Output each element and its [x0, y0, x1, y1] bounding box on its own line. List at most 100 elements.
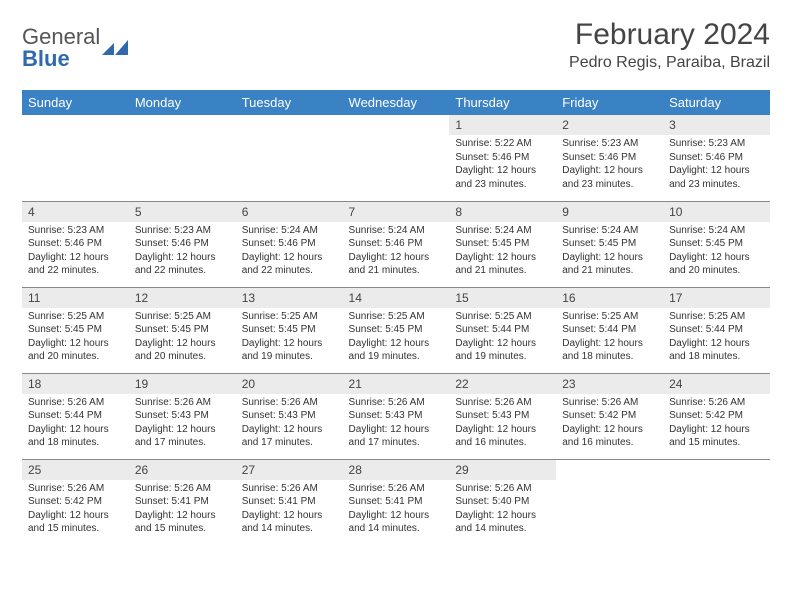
- sunset-line: Sunset: 5:43 PM: [242, 409, 337, 423]
- sunrise-line: Sunrise: 5:23 AM: [28, 224, 123, 238]
- daylight-line: Daylight: 12 hours and 20 minutes.: [135, 337, 230, 364]
- day-content: Sunrise: 5:22 AMSunset: 5:46 PMDaylight:…: [449, 135, 556, 195]
- location-subtitle: Pedro Regis, Paraiba, Brazil: [569, 54, 770, 72]
- sunrise-line: Sunrise: 5:26 AM: [562, 396, 657, 410]
- calendar-cell: [343, 115, 450, 201]
- sunset-line: Sunset: 5:45 PM: [455, 237, 550, 251]
- day-number: 17: [663, 288, 770, 308]
- sunset-line: Sunset: 5:43 PM: [455, 409, 550, 423]
- day-number: 11: [22, 288, 129, 308]
- daylight-line: Daylight: 12 hours and 18 minutes.: [28, 423, 123, 450]
- sunset-line: Sunset: 5:41 PM: [135, 495, 230, 509]
- calendar-cell: [663, 459, 770, 545]
- sunset-line: Sunset: 5:46 PM: [28, 237, 123, 251]
- calendar-cell: 18Sunrise: 5:26 AMSunset: 5:44 PMDayligh…: [22, 373, 129, 459]
- calendar-cell: 21Sunrise: 5:26 AMSunset: 5:43 PMDayligh…: [343, 373, 450, 459]
- sunrise-line: Sunrise: 5:26 AM: [455, 482, 550, 496]
- sunrise-line: Sunrise: 5:24 AM: [562, 224, 657, 238]
- day-content: Sunrise: 5:24 AMSunset: 5:45 PMDaylight:…: [663, 222, 770, 282]
- daylight-line: Daylight: 12 hours and 17 minutes.: [135, 423, 230, 450]
- sunset-line: Sunset: 5:42 PM: [562, 409, 657, 423]
- calendar-body: 1Sunrise: 5:22 AMSunset: 5:46 PMDaylight…: [22, 115, 770, 545]
- sunset-line: Sunset: 5:42 PM: [28, 495, 123, 509]
- calendar-cell: 23Sunrise: 5:26 AMSunset: 5:42 PMDayligh…: [556, 373, 663, 459]
- day-content: Sunrise: 5:26 AMSunset: 5:41 PMDaylight:…: [236, 480, 343, 540]
- sunset-line: Sunset: 5:44 PM: [669, 323, 764, 337]
- day-content: Sunrise: 5:26 AMSunset: 5:41 PMDaylight:…: [129, 480, 236, 540]
- sunrise-line: Sunrise: 5:26 AM: [135, 396, 230, 410]
- sunset-line: Sunset: 5:41 PM: [242, 495, 337, 509]
- day-content: Sunrise: 5:24 AMSunset: 5:46 PMDaylight:…: [236, 222, 343, 282]
- day-content: Sunrise: 5:25 AMSunset: 5:45 PMDaylight:…: [236, 308, 343, 368]
- sunset-line: Sunset: 5:44 PM: [455, 323, 550, 337]
- daylight-line: Daylight: 12 hours and 20 minutes.: [28, 337, 123, 364]
- calendar-cell: 5Sunrise: 5:23 AMSunset: 5:46 PMDaylight…: [129, 201, 236, 287]
- sunrise-line: Sunrise: 5:23 AM: [562, 137, 657, 151]
- day-number: 19: [129, 374, 236, 394]
- sunrise-line: Sunrise: 5:26 AM: [28, 482, 123, 496]
- sunset-line: Sunset: 5:41 PM: [349, 495, 444, 509]
- sunrise-line: Sunrise: 5:26 AM: [349, 482, 444, 496]
- sunset-line: Sunset: 5:45 PM: [562, 237, 657, 251]
- day-number: 6: [236, 202, 343, 222]
- calendar-row: 18Sunrise: 5:26 AMSunset: 5:44 PMDayligh…: [22, 373, 770, 459]
- day-number: 14: [343, 288, 450, 308]
- sunrise-line: Sunrise: 5:25 AM: [28, 310, 123, 324]
- sunrise-line: Sunrise: 5:26 AM: [28, 396, 123, 410]
- calendar-cell: [22, 115, 129, 201]
- day-number: 24: [663, 374, 770, 394]
- sunset-line: Sunset: 5:40 PM: [455, 495, 550, 509]
- daylight-line: Daylight: 12 hours and 14 minutes.: [455, 509, 550, 536]
- sunrise-line: Sunrise: 5:22 AM: [455, 137, 550, 151]
- calendar-cell: 15Sunrise: 5:25 AMSunset: 5:44 PMDayligh…: [449, 287, 556, 373]
- calendar-cell: 28Sunrise: 5:26 AMSunset: 5:41 PMDayligh…: [343, 459, 450, 545]
- daylight-line: Daylight: 12 hours and 14 minutes.: [349, 509, 444, 536]
- calendar-row: 4Sunrise: 5:23 AMSunset: 5:46 PMDaylight…: [22, 201, 770, 287]
- calendar-cell: 7Sunrise: 5:24 AMSunset: 5:46 PMDaylight…: [343, 201, 450, 287]
- calendar-cell: 2Sunrise: 5:23 AMSunset: 5:46 PMDaylight…: [556, 115, 663, 201]
- daylight-line: Daylight: 12 hours and 18 minutes.: [669, 337, 764, 364]
- day-content: Sunrise: 5:26 AMSunset: 5:42 PMDaylight:…: [22, 480, 129, 540]
- calendar-cell: 13Sunrise: 5:25 AMSunset: 5:45 PMDayligh…: [236, 287, 343, 373]
- calendar-cell: 8Sunrise: 5:24 AMSunset: 5:45 PMDaylight…: [449, 201, 556, 287]
- calendar-cell: 9Sunrise: 5:24 AMSunset: 5:45 PMDaylight…: [556, 201, 663, 287]
- calendar-cell: 24Sunrise: 5:26 AMSunset: 5:42 PMDayligh…: [663, 373, 770, 459]
- sunrise-line: Sunrise: 5:26 AM: [242, 482, 337, 496]
- sunrise-line: Sunrise: 5:25 AM: [349, 310, 444, 324]
- weekday-header: Saturday: [663, 90, 770, 115]
- logo: General Blue: [22, 18, 128, 70]
- day-content: Sunrise: 5:23 AMSunset: 5:46 PMDaylight:…: [663, 135, 770, 195]
- day-number: 18: [22, 374, 129, 394]
- weekday-header: Wednesday: [343, 90, 450, 115]
- day-number: 20: [236, 374, 343, 394]
- day-number: 22: [449, 374, 556, 394]
- sunset-line: Sunset: 5:46 PM: [455, 151, 550, 165]
- day-content: Sunrise: 5:26 AMSunset: 5:42 PMDaylight:…: [663, 394, 770, 454]
- sunset-line: Sunset: 5:42 PM: [669, 409, 764, 423]
- calendar-cell: [236, 115, 343, 201]
- calendar-cell: 11Sunrise: 5:25 AMSunset: 5:45 PMDayligh…: [22, 287, 129, 373]
- sunset-line: Sunset: 5:46 PM: [669, 151, 764, 165]
- day-content: Sunrise: 5:26 AMSunset: 5:44 PMDaylight:…: [22, 394, 129, 454]
- calendar-cell: [129, 115, 236, 201]
- sunset-line: Sunset: 5:46 PM: [242, 237, 337, 251]
- weekday-header-row: Sunday Monday Tuesday Wednesday Thursday…: [22, 90, 770, 115]
- weekday-header: Tuesday: [236, 90, 343, 115]
- calendar-cell: 25Sunrise: 5:26 AMSunset: 5:42 PMDayligh…: [22, 459, 129, 545]
- sunset-line: Sunset: 5:45 PM: [135, 323, 230, 337]
- daylight-line: Daylight: 12 hours and 19 minutes.: [349, 337, 444, 364]
- day-content: Sunrise: 5:24 AMSunset: 5:46 PMDaylight:…: [343, 222, 450, 282]
- day-number: 21: [343, 374, 450, 394]
- daylight-line: Daylight: 12 hours and 17 minutes.: [242, 423, 337, 450]
- sunset-line: Sunset: 5:46 PM: [562, 151, 657, 165]
- weekday-header: Sunday: [22, 90, 129, 115]
- calendar-cell: 4Sunrise: 5:23 AMSunset: 5:46 PMDaylight…: [22, 201, 129, 287]
- day-number: 16: [556, 288, 663, 308]
- calendar-cell: 6Sunrise: 5:24 AMSunset: 5:46 PMDaylight…: [236, 201, 343, 287]
- day-content: Sunrise: 5:25 AMSunset: 5:45 PMDaylight:…: [22, 308, 129, 368]
- weekday-header: Monday: [129, 90, 236, 115]
- day-content: Sunrise: 5:26 AMSunset: 5:42 PMDaylight:…: [556, 394, 663, 454]
- calendar-cell: 22Sunrise: 5:26 AMSunset: 5:43 PMDayligh…: [449, 373, 556, 459]
- sunrise-line: Sunrise: 5:25 AM: [562, 310, 657, 324]
- daylight-line: Daylight: 12 hours and 22 minutes.: [135, 251, 230, 278]
